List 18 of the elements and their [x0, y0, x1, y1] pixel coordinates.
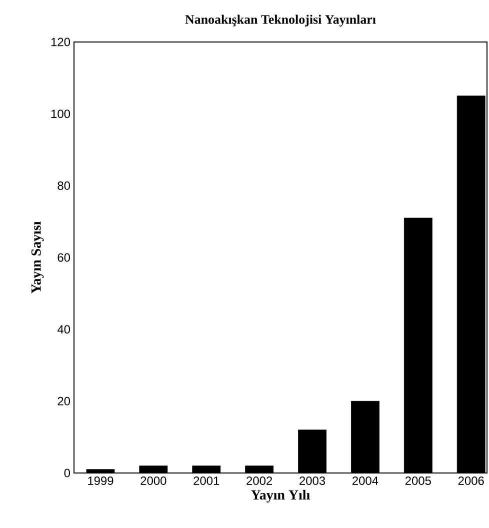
x-tick-label: 2005	[405, 476, 431, 485]
y-tick-label: 0	[64, 468, 70, 478]
chart-title: Nanoakışkan Teknolojisi Yayınları	[185, 14, 376, 26]
x-tick-label: 2002	[246, 476, 272, 485]
x-tick-label: 2003	[300, 476, 326, 485]
y-tick-label: 40	[57, 325, 70, 334]
x-tick-label: 2000	[140, 476, 166, 485]
y-tick-label: 60	[58, 253, 70, 262]
y-tick-label: 120	[51, 38, 70, 46]
y-tick-label: 20	[58, 396, 70, 406]
y-axis-title: Yayın Sayısı	[31, 221, 44, 294]
x-tick-label: 1999	[88, 476, 114, 485]
y-tick-label: 100	[51, 110, 70, 118]
x-tick-label: 2004	[352, 476, 378, 485]
y-tick-label: 80	[58, 181, 70, 190]
x-tick-label: 2006	[458, 476, 484, 485]
x-tick-label: 2001	[194, 476, 220, 485]
x-axis-title: Yayın Yılı	[251, 490, 310, 503]
